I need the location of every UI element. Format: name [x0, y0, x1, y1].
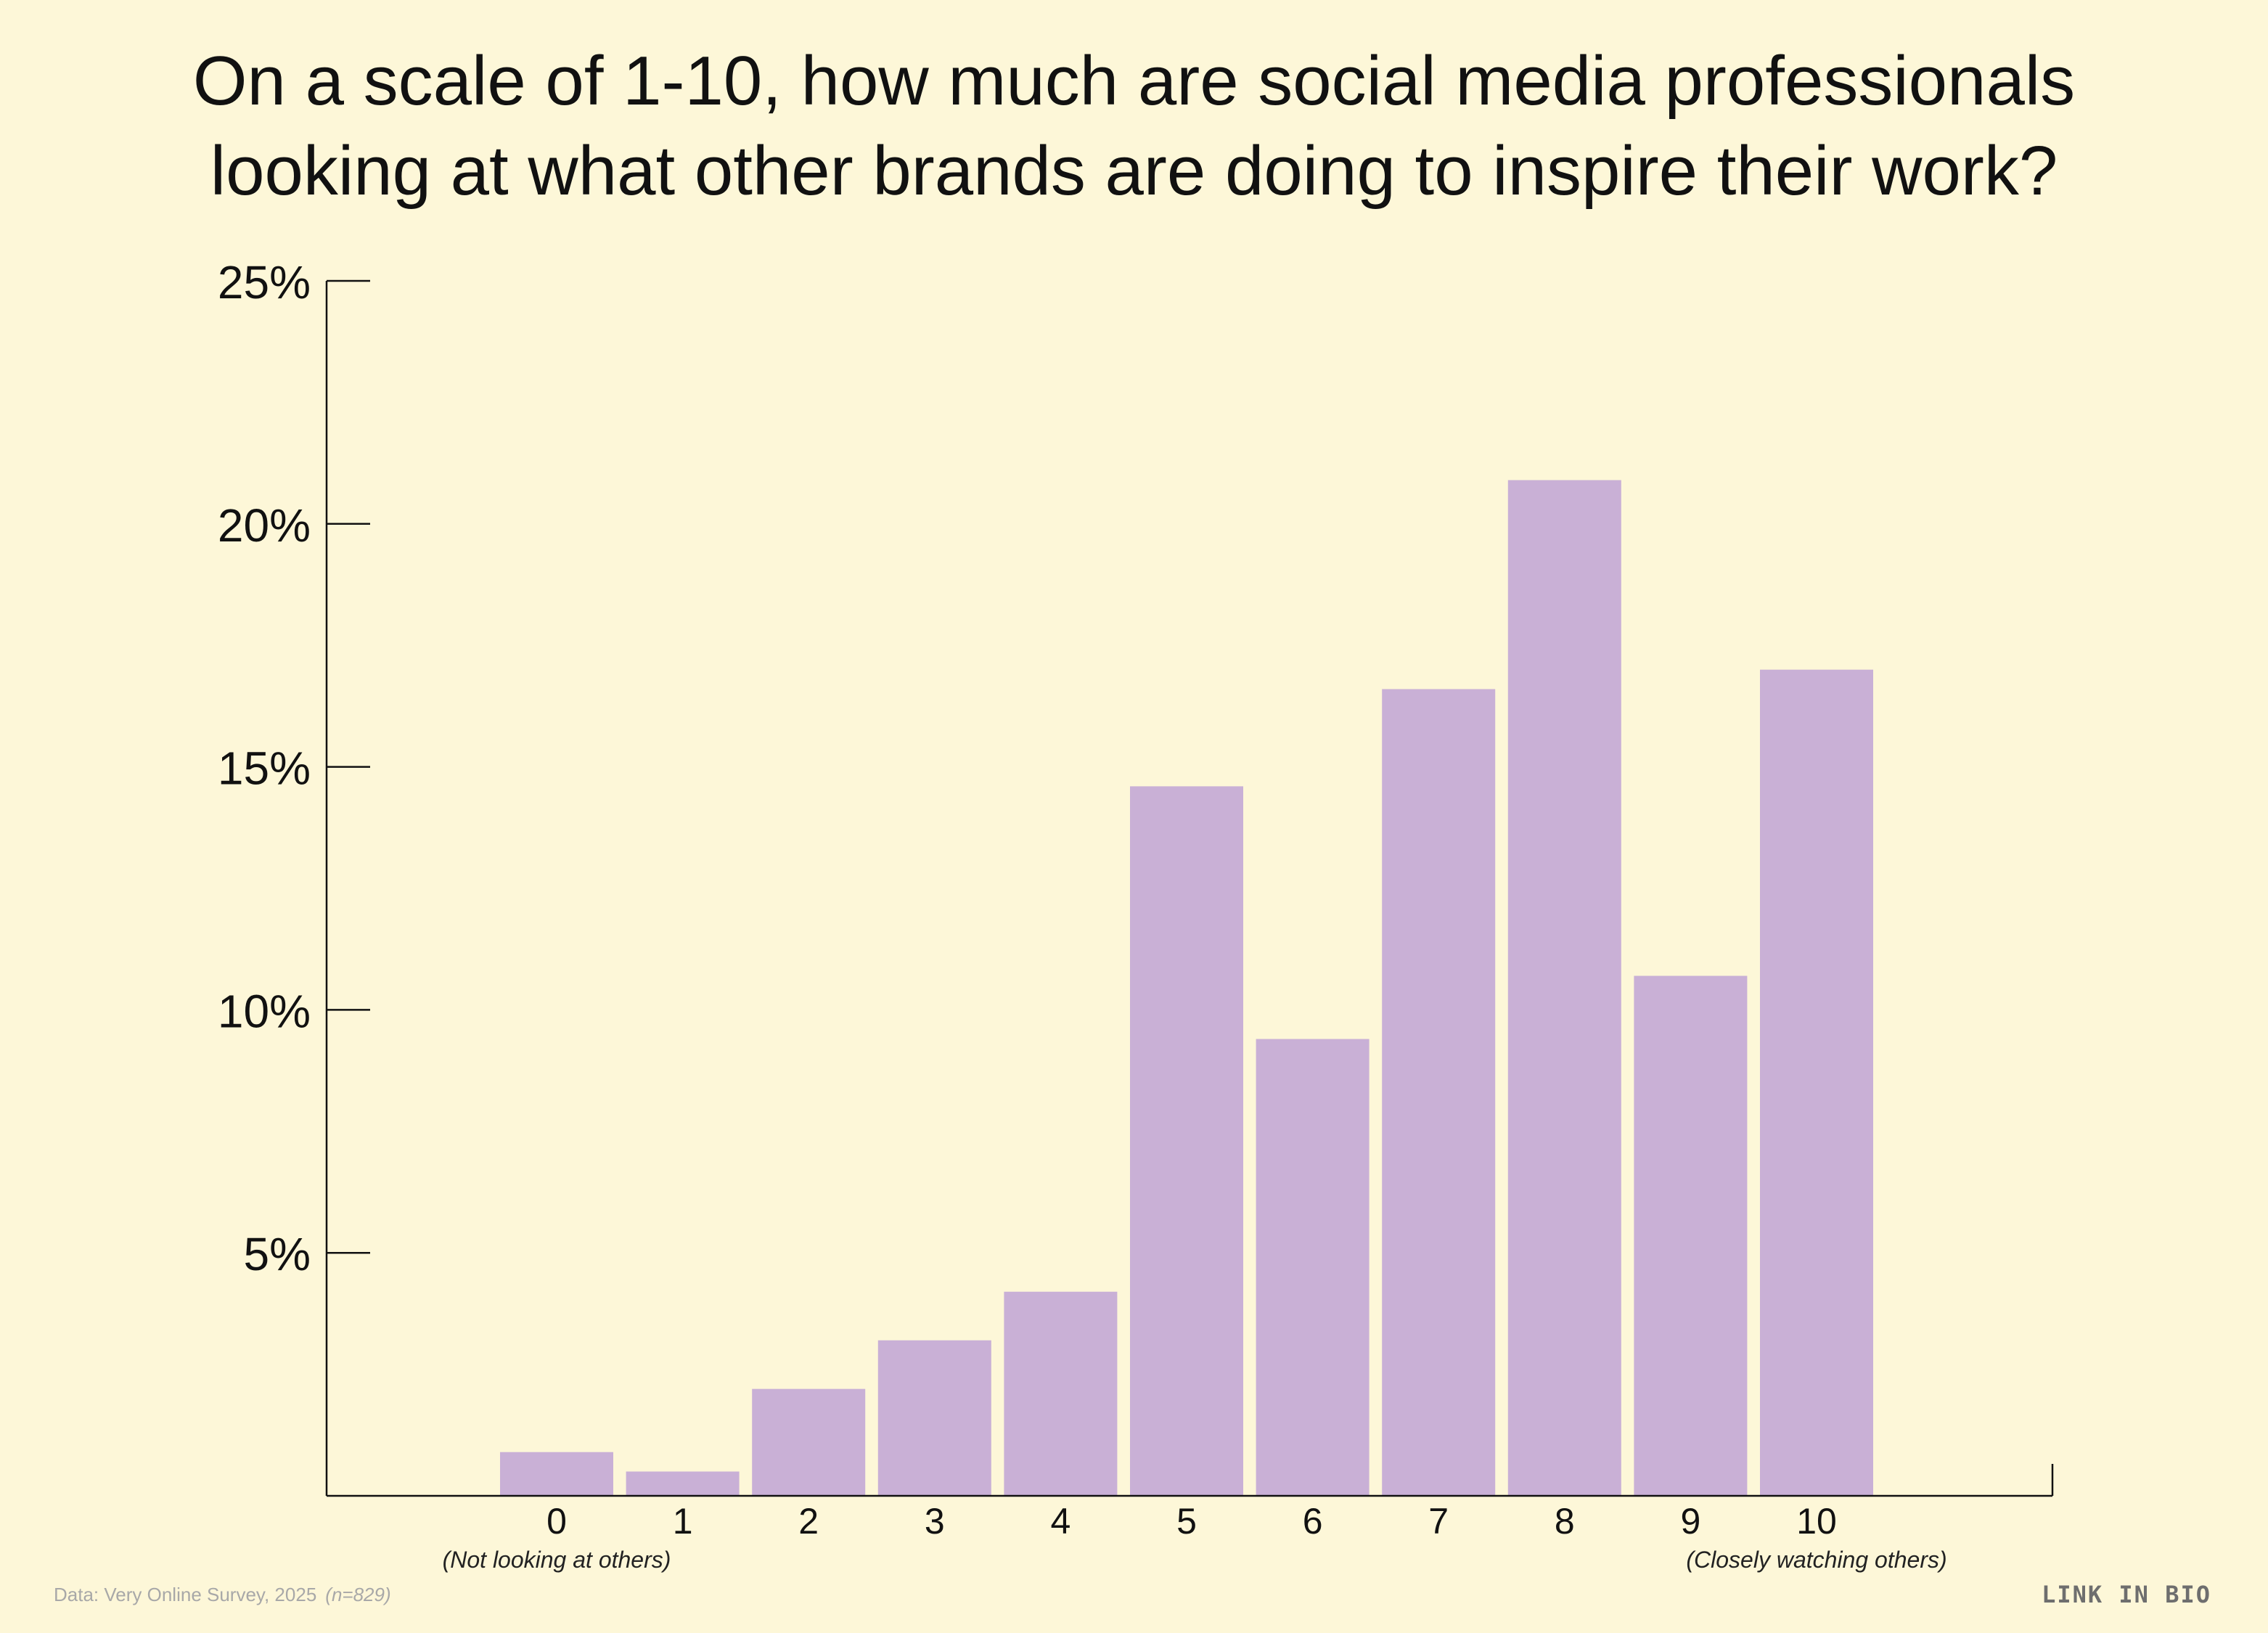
- bar-9: [1634, 975, 1748, 1496]
- bar-8: [1507, 480, 1621, 1496]
- x-tick-label: 1: [673, 1501, 693, 1542]
- x-end-label-left: (Not looking at others): [443, 1547, 671, 1573]
- x-tick-label: 0: [546, 1501, 567, 1542]
- brand-logo: LINK IN BIO: [2042, 1581, 2211, 1608]
- chart-title-line-1: On a scale of 1-10, how much are social …: [192, 42, 2076, 120]
- x-tick-label: 9: [1680, 1501, 1700, 1542]
- x-tick-label: 7: [1428, 1501, 1449, 1542]
- x-tick-label: 10: [1796, 1501, 1837, 1542]
- sample-size-text: (n=829): [325, 1584, 391, 1605]
- x-tick-label: 6: [1303, 1501, 1323, 1542]
- bars: [500, 480, 1873, 1497]
- bar-1: [626, 1471, 740, 1496]
- y-tick-label: 15%: [218, 742, 311, 795]
- x-tick-label: 5: [1176, 1501, 1197, 1542]
- y-axis: 5% 10% 15% 20% 25%: [218, 256, 370, 1496]
- chart-title-line-2: looking at what other brands are doing t…: [210, 132, 2058, 210]
- bar-0: [500, 1452, 613, 1496]
- bar-4: [1004, 1291, 1118, 1496]
- bar-6: [1256, 1039, 1370, 1496]
- data-source-text: Data: Very Online Survey, 2025: [54, 1584, 317, 1605]
- x-axis: 0 1 2 3 4 5 6 7 8 9 10 (Not looking at others) (Clos…: [327, 1464, 2054, 1573]
- bar-10: [1760, 669, 1873, 1497]
- x-tick-label: 2: [798, 1501, 819, 1542]
- y-tick-label: 20%: [218, 499, 311, 552]
- x-tick-label: 8: [1555, 1501, 1575, 1542]
- chart-title: On a scale of 1-10, how much are social …: [0, 36, 2268, 216]
- x-tick-label: 3: [925, 1501, 945, 1542]
- bar-5: [1130, 786, 1243, 1496]
- data-source-note: Data: Very Online Survey, 2025 (n=829): [54, 1584, 391, 1606]
- y-tick-label: 5%: [244, 1228, 311, 1280]
- bar-2: [752, 1388, 866, 1496]
- x-end-label-right: (Closely watching others): [1686, 1547, 1946, 1573]
- y-tick-label: 10%: [218, 985, 311, 1037]
- bar-3: [877, 1340, 991, 1496]
- bar-7: [1382, 689, 1496, 1496]
- x-tick-label: 4: [1050, 1501, 1070, 1542]
- y-tick-label: 25%: [218, 256, 311, 308]
